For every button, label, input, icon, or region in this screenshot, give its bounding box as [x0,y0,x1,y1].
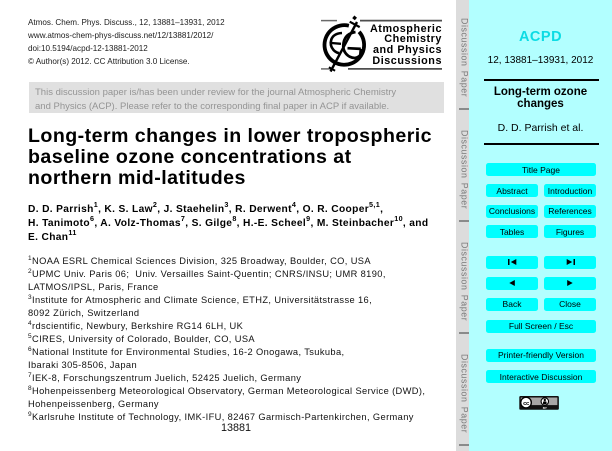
svg-text:cc: cc [523,401,530,407]
svg-text:BY: BY [543,406,547,410]
